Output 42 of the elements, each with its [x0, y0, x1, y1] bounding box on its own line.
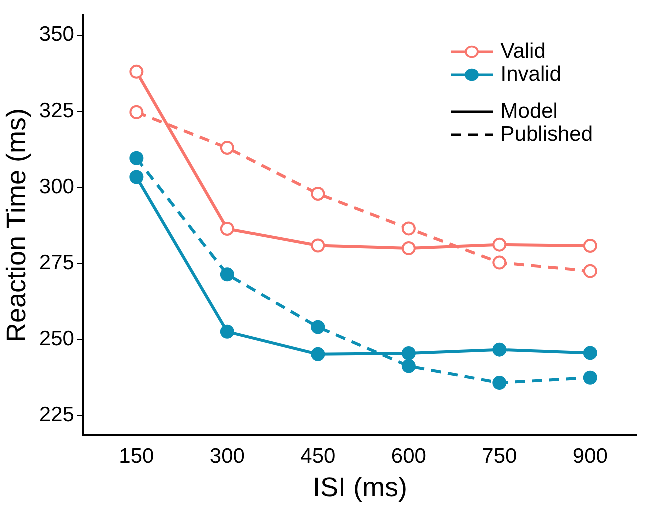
point	[220, 324, 234, 339]
point	[492, 256, 507, 270]
y-axis-title: Reaction Time (ms)	[2, 108, 32, 343]
point	[402, 241, 416, 256]
y-tick-label: 300	[39, 175, 74, 198]
point	[220, 222, 234, 236]
point	[311, 186, 326, 201]
annotation: Model	[500, 100, 558, 124]
point	[402, 222, 416, 236]
point	[130, 170, 144, 184]
point	[130, 64, 144, 79]
point	[311, 347, 326, 362]
point	[492, 238, 507, 252]
legend-label: Invalid	[500, 62, 562, 86]
x-tick-label: 300	[210, 444, 245, 468]
annotation: Published	[500, 122, 593, 146]
point	[311, 238, 326, 253]
x-tick-label: 150	[119, 444, 154, 468]
point	[402, 359, 416, 374]
y-tick-label: 225	[39, 404, 74, 427]
point	[583, 346, 598, 360]
point	[583, 370, 598, 385]
point	[492, 376, 507, 390]
point	[583, 264, 598, 278]
point	[583, 239, 598, 254]
point	[220, 268, 234, 282]
y-tick-label: 350	[39, 23, 74, 46]
x-axis-title: ISI (ms)	[312, 472, 408, 502]
y-tick-label: 250	[39, 328, 74, 351]
y-tick-label: 275	[39, 252, 74, 274]
point	[130, 105, 144, 120]
x-tick-label: 900	[572, 444, 608, 468]
point	[311, 320, 326, 334]
x-tick-label: 600	[391, 444, 426, 468]
x-tick-label: 750	[482, 444, 518, 468]
legend-label: Valid	[500, 40, 546, 64]
point	[402, 346, 416, 361]
x-tick-label: 450	[300, 444, 336, 468]
point	[492, 342, 507, 357]
point	[220, 141, 234, 156]
y-tick-label: 325	[39, 99, 74, 122]
point	[130, 151, 144, 166]
